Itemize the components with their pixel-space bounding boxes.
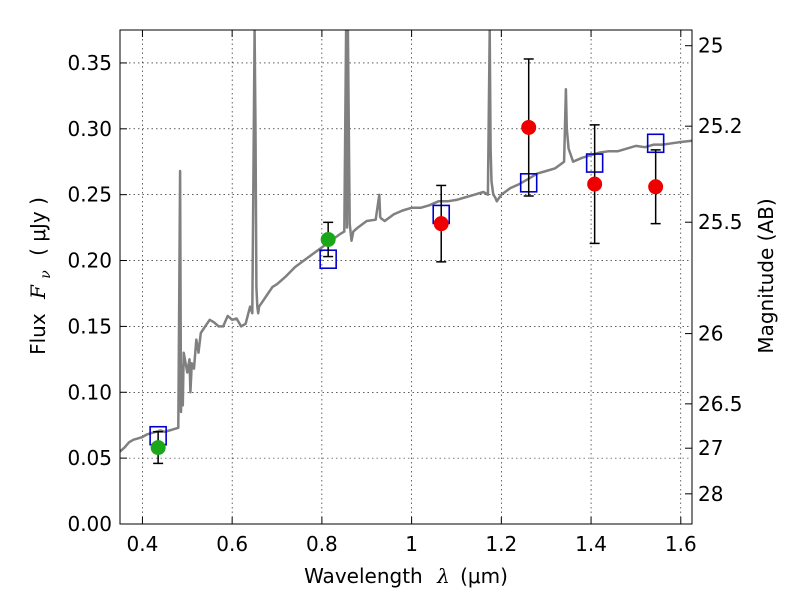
red-data-point bbox=[521, 119, 537, 135]
y2-tick-label: 25 bbox=[698, 34, 723, 58]
x-axis-label-text: Wavelength bbox=[304, 564, 423, 588]
y-tick-label: 0.20 bbox=[67, 249, 112, 273]
red-data-point bbox=[433, 216, 449, 232]
y-axis-label-unit: ( μJy ) bbox=[26, 197, 50, 256]
y-axis-label-subscript: ν bbox=[38, 270, 54, 279]
marker-layer bbox=[149, 58, 665, 465]
y-tick-label: 0.00 bbox=[67, 512, 112, 536]
y2-tick-label: 26 bbox=[698, 322, 723, 346]
red-data-point bbox=[648, 179, 664, 195]
y-axis-label-symbol: F bbox=[26, 284, 50, 300]
y-axis-label-text: Flux bbox=[26, 313, 50, 355]
y2-tick-label: 27 bbox=[698, 436, 723, 460]
green-data-point bbox=[150, 440, 166, 456]
green-data-point bbox=[320, 231, 336, 247]
x-tick-label: 1.4 bbox=[575, 532, 607, 556]
y2-tick-label: 26.5 bbox=[698, 392, 743, 416]
x-tick-label: 1 bbox=[405, 532, 418, 556]
y-axis-label: Flux F ν ( μJy ) bbox=[26, 197, 55, 355]
y2-tick-label: 28 bbox=[698, 482, 723, 506]
x-axis-label: Wavelength λ (μm) bbox=[304, 564, 508, 588]
x-tick-label: 1.2 bbox=[485, 532, 517, 556]
spectrum-line bbox=[120, 30, 692, 453]
x-tick-label: 1.6 bbox=[665, 532, 697, 556]
red-data-point bbox=[587, 176, 603, 192]
spectrum-layer bbox=[120, 30, 692, 453]
y-tick-label: 0.15 bbox=[67, 314, 112, 338]
grid bbox=[120, 30, 692, 525]
x-tick-label: 0.4 bbox=[127, 532, 159, 556]
y2-axis-label: Magnitude (AB) bbox=[754, 198, 778, 353]
y-tick-label: 0.10 bbox=[67, 380, 112, 404]
tick-layer: 0.4 0.6 0.8 1 1.2 1.4 1.6 0.00 0.05 0.10 0.15 0.20 0… bbox=[67, 30, 743, 556]
x-axis-label-symbol: λ bbox=[436, 564, 450, 588]
y2-tick-label: 25.2 bbox=[698, 114, 743, 138]
y-tick-label: 0.35 bbox=[67, 51, 112, 75]
y-tick-label: 0.30 bbox=[67, 117, 112, 141]
plot-frame bbox=[119, 29, 693, 525]
y2-tick-label: 25.5 bbox=[698, 210, 743, 234]
y-tick-label: 0.05 bbox=[67, 446, 112, 470]
x-axis-label-unit: (μm) bbox=[460, 564, 508, 588]
x-tick-label: 0.6 bbox=[216, 532, 248, 556]
y-tick-label: 0.25 bbox=[67, 183, 112, 207]
x-tick-label: 0.8 bbox=[306, 532, 338, 556]
